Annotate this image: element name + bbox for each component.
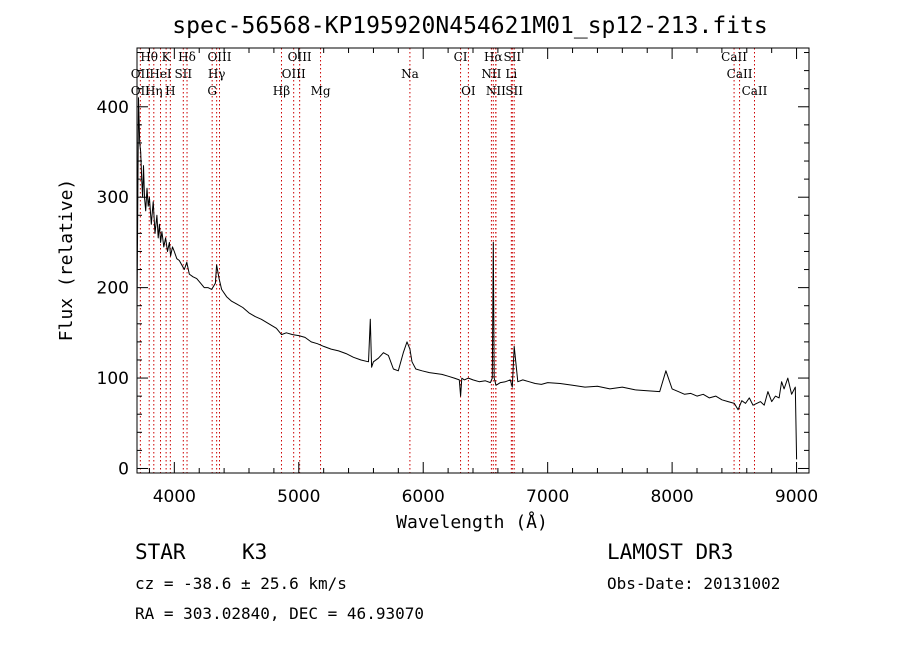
- spectral-line-label: CaII: [742, 84, 768, 98]
- x-tick-label: 8000: [650, 487, 693, 507]
- spectral-line-label: Hβ: [273, 84, 290, 98]
- spectral-line-label: CaII: [721, 50, 747, 64]
- spectral-line-label: Mg: [311, 84, 331, 98]
- spectral-line-label: G: [207, 84, 217, 98]
- x-axis-ticks: 4000 5000 6000 7000 8000 9000: [148, 48, 818, 507]
- x-tick-label: 5000: [277, 487, 320, 507]
- spectral-line-label: NII: [481, 67, 501, 81]
- spectral-line-label: H: [165, 84, 175, 98]
- y-tick-label: 0: [118, 459, 129, 479]
- spectral-line-label: OIII: [288, 50, 312, 64]
- spectral-line-label: CaII: [727, 67, 753, 81]
- object-subclass: K3: [242, 540, 267, 564]
- x-tick-label: 4000: [153, 487, 196, 507]
- spectral-line-label: Na: [401, 67, 419, 81]
- y-tick-label: 300: [97, 188, 129, 208]
- spectral-line-label: SII: [505, 84, 523, 98]
- x-axis-label: Wavelength (Å): [396, 511, 548, 533]
- spectral-line-label: Hη: [145, 84, 163, 98]
- y-tick-label: 100: [97, 369, 129, 389]
- obs-date: Obs-Date: 20131002: [607, 574, 780, 593]
- object-class: STAR: [135, 540, 186, 564]
- spectral-line-label: SII: [174, 67, 192, 81]
- spectral-line-label: OIII: [282, 67, 306, 81]
- y-axis-ticks: 0 100 200 300 400: [97, 52, 809, 479]
- x-tick-label: 9000: [775, 487, 818, 507]
- spectrum-series-line: [136, 97, 798, 460]
- spectral-line-label: SII: [503, 50, 521, 64]
- spectral-line-label: OII: [131, 84, 151, 98]
- x-tick-label: 6000: [402, 487, 445, 507]
- spectrum-layer: [136, 97, 798, 460]
- y-tick-label: 200: [97, 279, 129, 299]
- spectral-line-label: NII: [486, 84, 506, 98]
- spectral-line-label: Hα: [484, 50, 503, 64]
- x-tick-label: 7000: [526, 487, 569, 507]
- spectral-line-markers: [139, 48, 755, 473]
- spectral-line-label: Hγ: [208, 67, 226, 81]
- spectral-line-label: K: [162, 50, 172, 64]
- spectral-line-label: OIII: [207, 50, 231, 64]
- spectral-line-label: Li: [505, 67, 517, 81]
- y-tick-label: 400: [97, 98, 129, 118]
- chart-title: spec-56568-KP195920N454621M01_sp12-213.f…: [172, 13, 767, 39]
- spectral-line-label: CI: [454, 50, 468, 64]
- plot-frame: [136, 47, 810, 474]
- spectral-line-label: Hδ: [178, 50, 196, 64]
- spectral-line-label: Hθ: [140, 50, 158, 64]
- survey-name: LAMOST DR3: [607, 540, 733, 564]
- spectral-line-label: HeI: [149, 67, 172, 81]
- ra-dec: RA = 303.02840, DEC = 46.93070: [135, 604, 424, 623]
- spectral-line-label: OII: [131, 67, 151, 81]
- y-axis-label: Flux (relative): [56, 179, 77, 342]
- redshift-cz: cz = -38.6 ± 25.6 km/s: [135, 574, 347, 593]
- spectral-line-label: OI: [461, 84, 476, 98]
